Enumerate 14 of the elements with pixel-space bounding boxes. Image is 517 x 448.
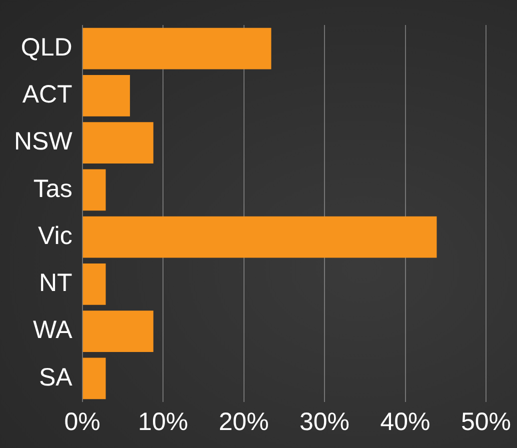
- y-tick-label: WA: [32, 316, 73, 344]
- x-tick-label: 20%: [218, 408, 269, 436]
- y-tick-label: SA: [38, 363, 73, 392]
- y-tick-label: NT: [38, 269, 72, 298]
- x-tick-label: 10%: [138, 408, 188, 436]
- x-tick-label: 40%: [380, 408, 430, 436]
- y-tick-label: ACT: [22, 80, 72, 109]
- x-tick-label: 0%: [64, 408, 100, 436]
- y-tick-label: NSW: [14, 128, 73, 156]
- x-tick-label: 50%: [460, 408, 512, 436]
- y-tick-label: QLD: [20, 33, 72, 62]
- y-tick-label: Vic: [38, 222, 72, 250]
- y-tick-label: Tas: [33, 174, 72, 203]
- x-tick-label: 30%: [299, 408, 350, 436]
